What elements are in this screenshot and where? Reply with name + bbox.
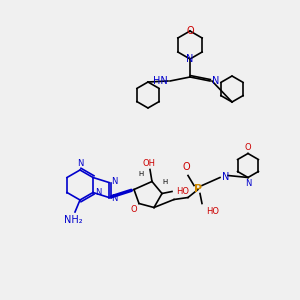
Text: HO: HO <box>176 187 189 196</box>
Text: N: N <box>212 76 219 86</box>
Text: N: N <box>111 194 117 203</box>
Text: N: N <box>111 177 117 186</box>
Text: H: H <box>139 172 144 178</box>
Text: P: P <box>194 184 202 194</box>
Text: O: O <box>182 163 190 172</box>
Text: O: O <box>245 142 251 152</box>
Text: O: O <box>186 26 194 36</box>
Text: O: O <box>130 206 137 214</box>
Text: N: N <box>77 159 83 168</box>
Text: HN: HN <box>153 76 168 86</box>
Text: HO: HO <box>206 208 219 217</box>
Text: NH₂: NH₂ <box>64 215 82 225</box>
Text: N: N <box>222 172 230 182</box>
Text: H: H <box>162 179 168 185</box>
Text: N: N <box>245 178 251 188</box>
Text: OH: OH <box>142 158 155 167</box>
Text: N: N <box>186 54 194 64</box>
Text: N: N <box>95 188 101 197</box>
